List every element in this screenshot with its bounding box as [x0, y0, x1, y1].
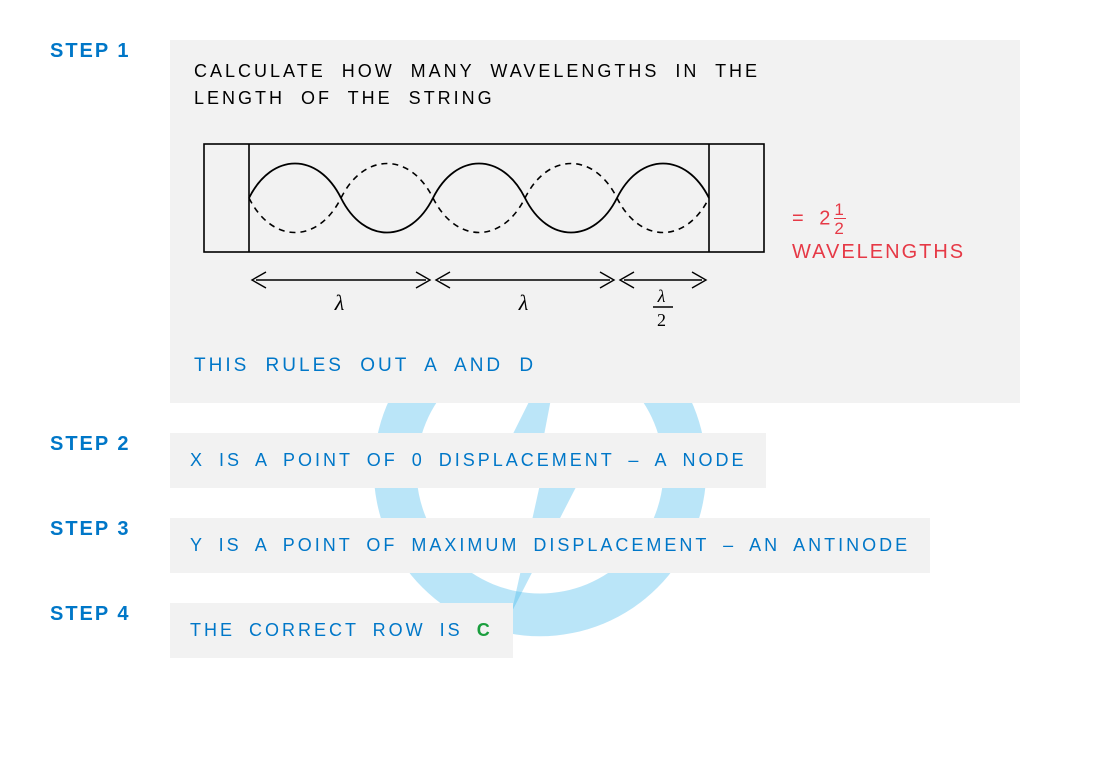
step-2-row: STEP 2 X IS A POINT OF 0 DISPLACEMENT – … — [50, 433, 1050, 488]
step-2-label: STEP 2 — [50, 433, 170, 456]
step-1-title-line1: CALCULATE HOW MANY WAVELENGTHS IN THE — [194, 61, 760, 81]
step-4-label: STEP 4 — [50, 603, 170, 626]
wavelength-frac-den: 2 — [834, 218, 845, 237]
step-1-row: STEP 1 CALCULATE HOW MANY WAVELENGTHS IN… — [50, 40, 1050, 403]
wavelength-suffix: WAVELENGTHS — [792, 241, 965, 263]
step-3-row: STEP 3 Y IS A POINT OF MAXIMUM DISPLACEM… — [50, 518, 1050, 573]
step-1-title: CALCULATE HOW MANY WAVELENGTHS IN THE LE… — [194, 58, 996, 112]
standing-wave-diagram: λ λ λ 2 — [194, 134, 774, 334]
content-container: STEP 1 CALCULATE HOW MANY WAVELENGTHS IN… — [0, 0, 1100, 728]
svg-text:λ: λ — [518, 290, 532, 315]
svg-text:2: 2 — [657, 310, 669, 330]
step-1-rules-out: THIS RULES OUT A AND D — [194, 352, 996, 381]
step-1-label: STEP 1 — [50, 40, 170, 63]
step-4-row: STEP 4 THE CORRECT ROW IS C — [50, 603, 1050, 658]
step-3-box: Y IS A POINT OF MAXIMUM DISPLACEMENT – A… — [170, 518, 930, 573]
step-3-label: STEP 3 — [50, 518, 170, 541]
step-2-box: X IS A POINT OF 0 DISPLACEMENT – A NODE — [170, 433, 766, 488]
step-4-box: THE CORRECT ROW IS C — [170, 603, 513, 658]
svg-text:λ: λ — [334, 290, 348, 315]
wavelength-result: = 212 WAVELENGTHS — [792, 201, 996, 267]
svg-text:λ: λ — [657, 286, 669, 306]
step-1-diagram-row: λ λ λ 2 = 212 WAVELENGTHS — [194, 134, 996, 334]
wavelength-frac-num: 1 — [834, 201, 845, 218]
step-4-answer: C — [477, 620, 493, 640]
step-1-box: CALCULATE HOW MANY WAVELENGTHS IN THE LE… — [170, 40, 1020, 403]
step-1-title-line2: LENGTH OF THE STRING — [194, 88, 495, 108]
wavelength-prefix: = 2 — [792, 207, 832, 229]
step-4-text-prefix: THE CORRECT ROW IS — [190, 620, 477, 640]
